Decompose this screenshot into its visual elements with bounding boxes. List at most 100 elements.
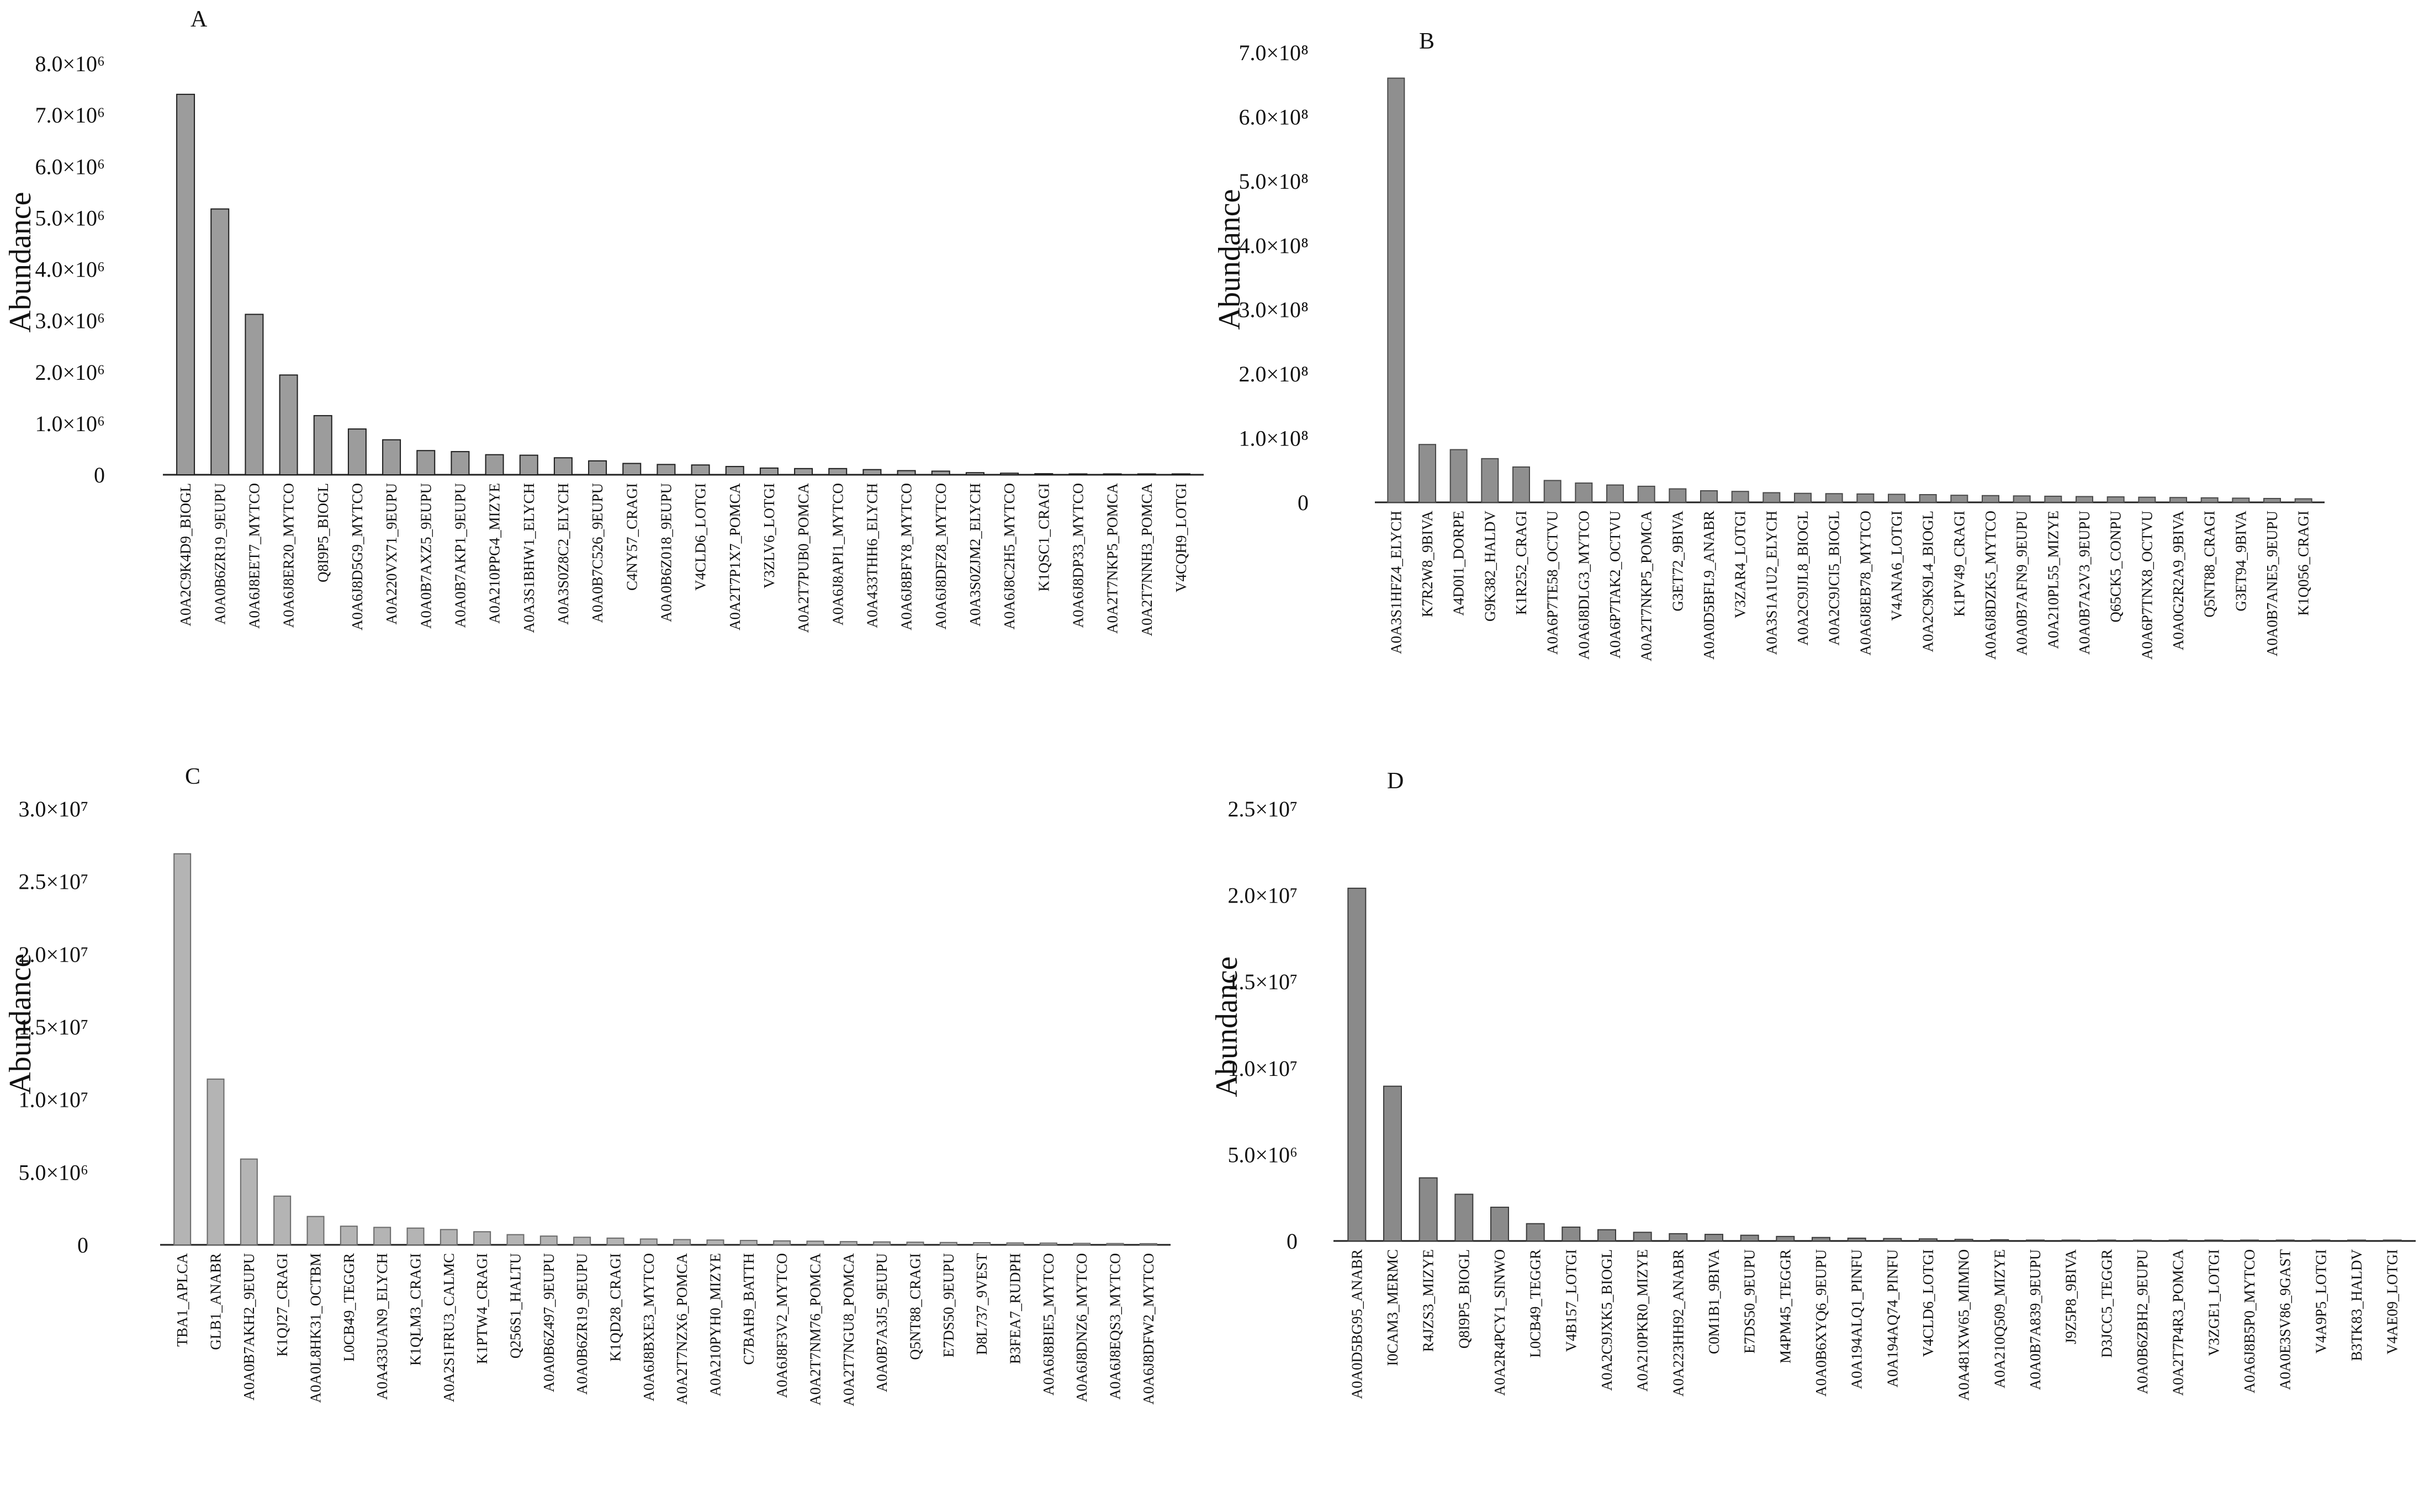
x-tick-label-c: A0A6J8EQS3_MYTCO [1107,1253,1124,1400]
bar-d [1883,1238,1902,1242]
y-tick-label-a: 5.0×10⁶ [35,205,105,230]
bar-d [1847,1237,1866,1242]
x-tick-label-c: K1PTW4_CRAGI [474,1253,490,1364]
bar-a [485,454,504,476]
bar-b [2044,495,2062,503]
x-tick-label-a: A0A2T7NKP5_POMCA [1104,483,1121,634]
x-tick-label-a: A0A6J8BFY8_MYTCO [898,483,915,630]
y-tick-label-a: 3.0×10⁶ [35,309,105,333]
x-tick-label-a: A0A0B7AXZ5_9EUPU [417,483,434,629]
bar-c [573,1237,591,1245]
bar-b [2294,498,2312,503]
x-tick-label-a: A0A220VX71_9EUPU [383,483,400,625]
x-tick-label-b: G3ET94_9BIVA [2232,511,2249,612]
x-tick-label-c: A0A0B6ZR19_9EUPU [574,1253,590,1395]
chart-b-svg: B Abundance 7.0×10⁸ 6.0×10⁸ 5.0×10⁸ 4.0×10⁸ 3.… [1215,29,2325,661]
bar-c [773,1240,791,1246]
x-tick-label-b: A0A6P7TE58_OCTVU [1544,511,1561,655]
x-tick-label-a: A0A2C9K4D9_BIOGL [177,483,194,627]
x-tick-label-b: A0A2C9JCI5_BIOGL [1826,511,1843,646]
x-tick-label-b: A0A210PL55_MIZYE [2045,511,2061,649]
x-tick-label-c: C7BAH9_BATTH [740,1253,757,1365]
bar-b [1669,488,1687,503]
bar-b [2169,497,2187,503]
x-tick-label-a: A0A0B7C526_9EUPU [589,483,606,623]
bar-d [1490,1206,1509,1242]
y-tick-label-d: 2.5×10⁷ [1227,797,1298,821]
x-tick-label-c: A0A433UAN9_ELYCH [374,1253,390,1400]
x-tick-label-c: A0A2T7NZX6_POMCA [674,1253,690,1405]
bar-c [939,1242,957,1246]
x-tick-label-a: Q8I9P5_BIOGL [315,483,331,582]
bar-d [1347,888,1367,1242]
bar-d [2347,1239,2366,1242]
panel-d: D Abundance 2.5×10⁷ 2.0×10⁷ 1.5×10⁷ 1.0×10⁷ 5.… [1209,756,2419,1512]
panel-c: C Abundance 3.0×10⁷ 2.5×10⁷ 2.0×10⁷ 1.5×10⁷ 1.… [0,756,1209,1512]
x-tick-label-d: E7DS50_9EUPU [1742,1249,1758,1354]
bar-c [973,1242,991,1245]
x-tick-label-d: A0A481XW65_MIMNO [1956,1249,1972,1400]
bar-b [1825,493,1843,503]
x-tick-label-c: L0CB49_TEGGR [341,1253,357,1362]
bar-b [1543,480,1562,503]
bar-b [1575,482,1593,503]
y-tick-label-c: 2.0×10⁷ [18,942,88,967]
x-tick-label-d: A0A210PKR0_MIZYE [1634,1249,1651,1392]
x-tick-label-a: A0A433THH6_ELYCH [864,483,880,628]
bar-d [1990,1239,2009,1242]
panel-letter-b: B [1419,29,1435,54]
x-tick-label-b: V3ZAR4_LOTGI [1732,511,1749,618]
bar-d [2133,1239,2152,1242]
x-tick-label-a: K1QSC1_CRAGI [1035,483,1052,592]
bar-c [606,1237,624,1245]
y-tick-label-b: 5.0×10⁸ [1238,169,1309,194]
x-tick-label-c: GLB1_ANABR [208,1253,224,1350]
bar-b [2263,498,2281,503]
y-tick-label-a: 4.0×10⁶ [35,257,105,282]
y-tick-label-b: 7.0×10⁸ [1238,40,1309,65]
bar-c [806,1240,824,1246]
bar-a [931,470,950,476]
bar-c [706,1239,724,1245]
x-tick-label-b: A0A6P7TNX8_OCTVU [2139,511,2155,660]
x-tick-label-d: J9Z5P8_9BIVA [2063,1249,2079,1345]
bar-c [673,1239,691,1246]
x-tick-label-a: A0A0B6Z018_9EUPU [658,483,674,622]
y-tick-label-a: 2.0×10⁶ [35,360,105,385]
x-tick-label-c: Q256S1_HALTU [507,1253,524,1359]
y-tick-label-b: 1.0×10⁸ [1238,426,1309,451]
x-tick-label-a: A0A210PPG4_MIZYE [486,483,503,624]
x-tick-label-c: A0A6J8DNZ6_MYTCO [1073,1253,1090,1402]
x-tick-label-a: A0A2T7PUB0_POMCA [795,483,812,633]
y-tick-label-a: 6.0×10⁶ [35,154,105,179]
x-tick-label-d: A0A6J8B5P0_MYTCO [2241,1249,2258,1393]
bar-d [2204,1239,2224,1242]
x-tick-label-a: A0A6J8ER20_MYTCO [280,483,297,628]
bar-c [1073,1243,1091,1245]
bar-c [839,1241,857,1245]
y-axis-title-a: Abundance [3,192,38,332]
y-tick-label-b: 6.0×10⁸ [1238,104,1309,129]
bar-b [2200,497,2219,503]
x-tick-label-b: A0A6J8EB78_MYTCO [1857,511,1873,656]
x-tick-label-b: V4ANA6_LOTGI [1888,511,1905,620]
bar-a [794,468,813,476]
x-tick-label-b: A0A0B7AFN9_9EUPU [2014,511,2030,656]
bar-c [873,1241,891,1246]
panel-b: B Abundance 7.0×10⁸ 6.0×10⁸ 5.0×10⁸ 4.0×10⁸ 3.… [1215,0,2419,756]
bar-a [862,469,882,475]
bar-c [273,1195,292,1245]
x-tick-label-b: A0A2C9JJL8_BIOGL [1795,511,1811,646]
y-tick-label-d: 0 [1287,1229,1298,1254]
x-tick-label-a: V4CQH9_LOTGI [1173,483,1189,592]
x-tick-label-d: V4A9P5_LOTGI [2312,1249,2329,1354]
bar-a [1103,473,1122,475]
bar-b [1606,484,1624,503]
x-tick-label-c: D8L737_9VEST [973,1253,990,1355]
x-tick-label-a: A0A3S0Z8C2_ELYCH [555,483,571,625]
y-tick-label-c: 2.5×10⁷ [18,869,88,894]
y-tick-label-d: 1.5×10⁷ [1227,969,1298,994]
x-tick-label-a: A0A6J8D5G9_MYTCO [349,483,366,630]
bar-c [506,1234,525,1245]
